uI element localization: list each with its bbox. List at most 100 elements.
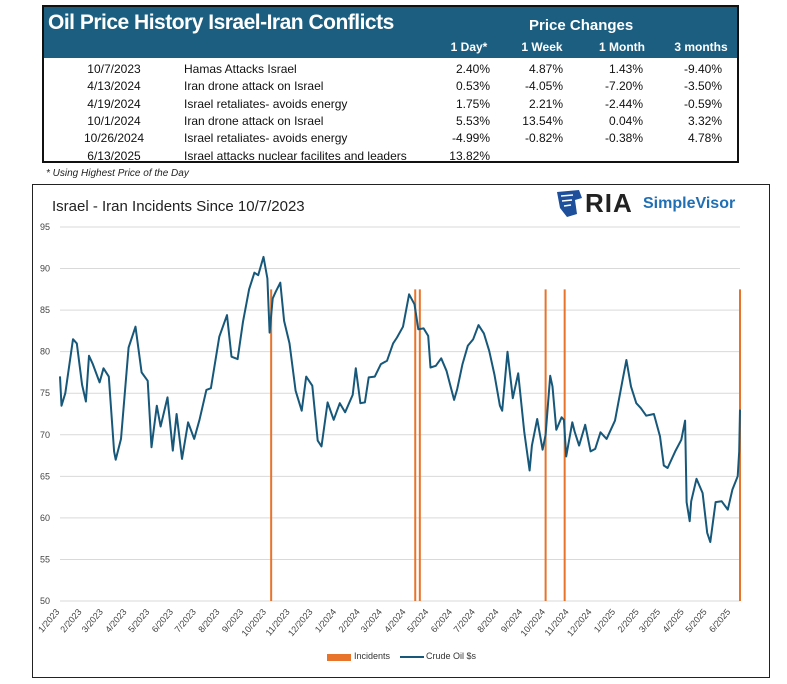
x-tick-label: 2/2024 — [337, 607, 362, 635]
row-value: 1.75% — [455, 96, 490, 111]
crude-oil-point — [210, 387, 212, 389]
crude-oil-point — [578, 445, 580, 447]
row-event: Israel retaliates- avoids energy — [184, 131, 348, 146]
crude-oil-point — [429, 366, 431, 368]
crude-oil-point — [193, 438, 195, 440]
crude-oil-point — [108, 376, 110, 378]
crude-oil-point — [529, 470, 531, 472]
crude-oil-point — [76, 342, 78, 344]
crude-oil-point — [413, 303, 415, 305]
row-value: -4.05% — [524, 79, 563, 94]
table-row: 10/7/2023 Hamas Attacks Israel 2.40% 4.87% 1… — [44, 60, 737, 78]
y-tick-label: 85 — [40, 305, 50, 315]
x-tick-label: 3/2023 — [80, 607, 105, 635]
crude-oil-point — [166, 396, 168, 398]
crude-oil-point — [494, 374, 496, 376]
crude-oil-point — [625, 359, 627, 361]
crude-oil-point — [478, 324, 480, 326]
x-tick-label: 4/2025 — [661, 607, 686, 635]
crude-oil-point — [531, 445, 533, 447]
crude-oil-point — [364, 401, 366, 403]
crude-oil-point — [523, 431, 525, 433]
crude-oil-point — [565, 455, 567, 457]
crude-oil-point — [706, 532, 708, 534]
legend-label-crude: Crude Oil $s — [426, 651, 477, 661]
crude-oil-point — [563, 419, 565, 421]
row-value: 2.40% — [455, 62, 490, 76]
x-tick-label: 8/2023 — [196, 607, 221, 635]
crude-oil-point — [599, 431, 601, 433]
crude-oil-point — [645, 415, 647, 417]
crude-oil-point — [402, 326, 404, 328]
col-header-1day: 1 Day* — [450, 40, 488, 54]
x-tick-label: 2/2023 — [58, 607, 83, 635]
ria-simplevisor-logo: RIA SimpleVisor — [555, 188, 755, 218]
y-tick-label: 55 — [40, 554, 50, 564]
y-tick-label: 75 — [40, 388, 50, 398]
crude-oil-point — [456, 388, 458, 390]
table-row: 4/19/2024 Israel retaliates- avoids energ… — [44, 95, 737, 113]
crude-oil-point — [288, 342, 290, 344]
x-tick-label: 1/2025 — [592, 607, 617, 635]
x-tick-label: 8/2024 — [475, 607, 500, 635]
crude-oil-point — [141, 371, 143, 373]
x-tick-label: 1/2024 — [313, 607, 338, 635]
crude-oil-point — [542, 449, 544, 451]
footnote: * Using Highest Price of the Day — [46, 168, 189, 179]
crude-oil-point — [253, 272, 255, 274]
crude-oil-point — [696, 478, 698, 480]
crude-oil-point — [606, 438, 608, 440]
crude-oil-point — [506, 351, 508, 353]
crude-oil-point — [88, 355, 90, 357]
crude-oil-point — [64, 392, 66, 394]
crude-oil-point — [248, 288, 250, 290]
row-date: 10/26/2024 — [83, 131, 145, 146]
crude-oil-point — [680, 439, 682, 441]
crude-oil-point — [386, 360, 388, 362]
crude-oil-point — [549, 375, 551, 377]
logo-ria: RIA — [585, 188, 633, 218]
chart-title: Israel - Iran Incidents Since 10/7/2023 — [52, 198, 305, 215]
crude-oil-point — [327, 401, 329, 403]
y-tick-label: 95 — [40, 222, 50, 232]
crude-oil-point — [320, 445, 322, 447]
row-value: 4.87% — [528, 62, 563, 76]
crude-oil-point — [172, 450, 174, 452]
row-value: -3.50% — [683, 79, 722, 94]
crude-oil-point — [147, 380, 149, 382]
crude-oil-point — [653, 413, 655, 415]
crude-oil-point — [187, 421, 189, 423]
row-value: -4.99% — [451, 131, 490, 146]
crude-oil-point — [344, 411, 346, 413]
crude-oil-point — [408, 293, 410, 295]
row-event: Iran drone attack on Israel — [184, 79, 324, 94]
x-tick-label: 6/2025 — [707, 607, 732, 635]
crude-oil-point — [115, 459, 117, 461]
crude-oil-point — [231, 356, 233, 358]
row-date: 6/13/2025 — [87, 148, 141, 163]
y-tick-label: 65 — [40, 471, 50, 481]
row-date: 4/13/2024 — [87, 79, 141, 94]
price-changes-table: Oil Price History Israel-Iran Conflicts … — [42, 5, 739, 163]
crude-oil-point — [721, 500, 723, 502]
crude-oil-point — [446, 370, 448, 372]
crude-oil-point — [85, 401, 87, 403]
crude-oil-point — [472, 338, 474, 340]
crude-oil-point — [242, 321, 244, 323]
crude-oil-point — [102, 367, 104, 369]
crude-oil-point — [689, 520, 691, 522]
row-value: -9.40% — [683, 62, 722, 76]
row-value: -0.82% — [524, 131, 563, 146]
crude-oil-point — [205, 389, 207, 391]
row-event: Hamas Attacks Israel — [184, 62, 297, 76]
crude-oil-point — [427, 335, 429, 337]
crude-oil-point — [134, 326, 136, 328]
crude-oil-point — [574, 430, 576, 432]
x-tick-label: 10/2024 — [519, 607, 548, 638]
x-tick-label: 12/2024 — [565, 607, 594, 638]
crude-oil-point — [237, 358, 239, 360]
crude-oil-point — [659, 435, 661, 437]
crude-oil-point — [640, 407, 642, 409]
row-event: Israel retaliates- avoids energy — [184, 96, 348, 111]
crude-oil-point — [462, 363, 464, 365]
